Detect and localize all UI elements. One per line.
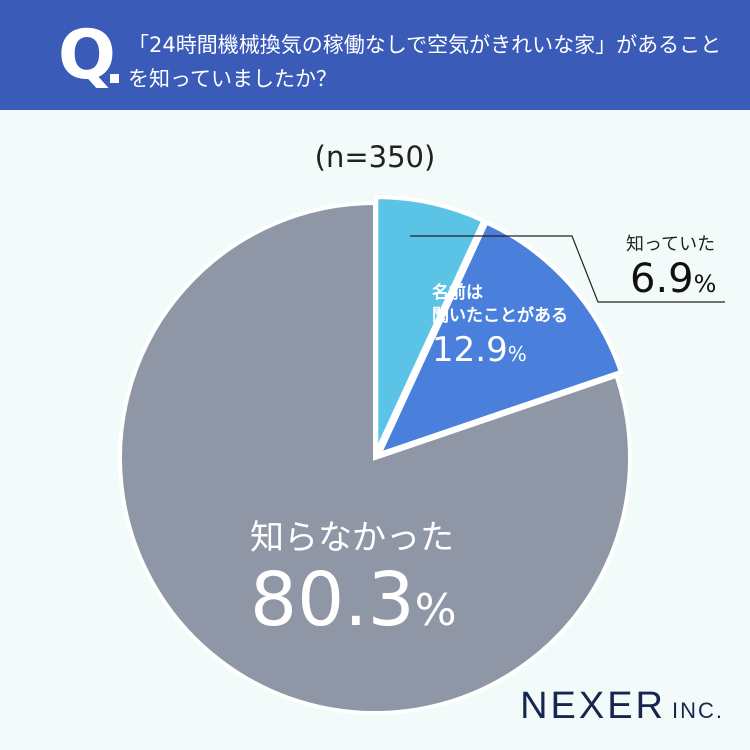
slice-value-knew: 6.9% [630,256,716,302]
slice-value-knew-number: 6.9 [630,256,694,302]
logo-sub: INC. [672,698,724,723]
sample-size: (n=350) [314,140,436,174]
slice-value-heard: 12.9% [432,330,527,370]
leader-line-knew [410,235,725,303]
q-mark-dot [110,74,119,83]
slice-value-heard-unit: % [507,342,527,366]
slice-label-no: 知らなかった [250,518,454,558]
slice-label-heard-line1: 名前は [432,283,483,303]
pie-slice-heard [375,219,624,458]
slice-value-no: 80.3% [250,557,457,643]
slice-value-no-unit: % [414,585,457,636]
nexer-logo: NEXER INC. [520,685,724,728]
question-text: 「24時間機械換気の稼働なしで空気がきれいな家」があることを知っていましたか？ [128,33,722,91]
q-mark: Q [58,16,116,95]
slice-value-no-number: 80.3 [250,557,415,643]
pie-slice-knew [374,195,486,453]
pie-slice-no [118,200,632,715]
logo-main: NEXER [520,685,666,727]
slice-label-heard: 名前は 聞いたことがある [432,282,568,328]
slice-value-heard-number: 12.9 [432,330,508,370]
slice-label-heard-line2: 聞いたことがある [432,306,568,326]
header-banner: Q 「24時間機械換気の稼働なしで空気がきれいな家」があることを知っていましたか… [0,0,750,110]
slice-label-knew: 知っていた [626,234,716,255]
slice-value-knew-unit: % [693,270,717,298]
